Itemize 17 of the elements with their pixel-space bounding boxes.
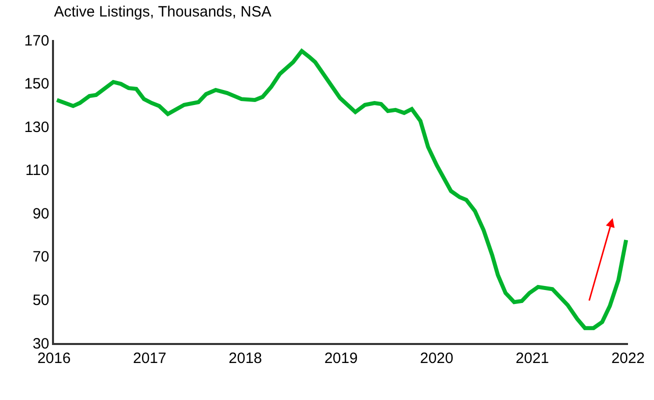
chart-title: Active Listings, Thousands, NSA <box>54 4 272 20</box>
x-tick-label: 2019 <box>324 350 358 367</box>
x-tick-label: 2016 <box>37 350 71 367</box>
y-tick-label: 150 <box>24 76 50 93</box>
y-tick-label: 70 <box>32 248 50 266</box>
x-tick-label: 2022 <box>611 350 645 367</box>
y-tick-label: 30 <box>32 335 50 352</box>
y-tick-label: 50 <box>32 292 50 309</box>
line-series <box>54 49 628 330</box>
y-tick-label: 170 <box>24 32 50 50</box>
y-tick-label: 90 <box>32 205 50 222</box>
x-tick-label: 2018 <box>228 350 262 367</box>
x-tick-label: 2021 <box>516 350 550 367</box>
y-tick-label: 110 <box>25 162 50 180</box>
x-tick-label: 2020 <box>420 350 454 367</box>
y-tick-label: 130 <box>24 118 50 136</box>
x-tick-label: 2017 <box>132 350 166 367</box>
